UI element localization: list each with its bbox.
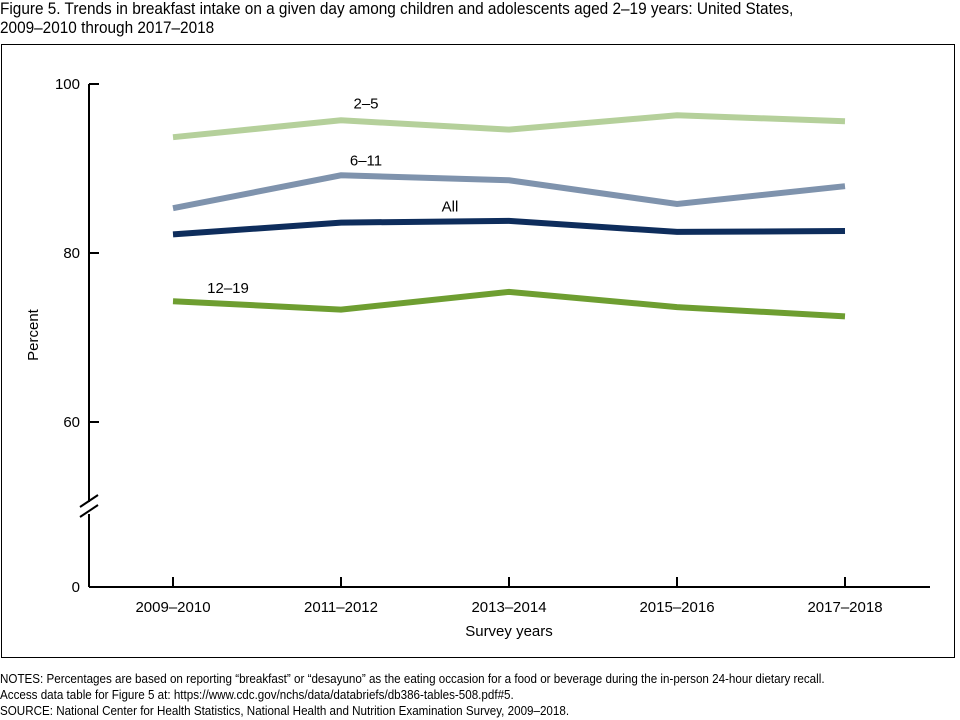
series-lines	[172, 112, 846, 320]
title-line-1: Figure 5. Trends in breakfast intake on …	[0, 0, 794, 18]
y-tick-label: 100	[55, 76, 80, 93]
series-label: 2–5	[353, 95, 378, 112]
data-table-link-line: Access data table for Figure 5 at: https…	[0, 688, 514, 702]
chart-frame	[1, 44, 955, 658]
series-label: 6–11	[350, 152, 382, 169]
x-tick-label: 2011–2012	[304, 599, 378, 616]
y-tick-label: 80	[63, 245, 80, 262]
notes-line: NOTES: Percentages are based on reportin…	[0, 672, 825, 686]
x-tick-label: 2017–2018	[807, 599, 882, 616]
x-tick-label: 2009–2010	[135, 599, 210, 616]
notes: NOTES: Percentages are based on reportin…	[0, 671, 825, 719]
series-line-All	[172, 217, 846, 238]
series-line-2–5	[172, 112, 846, 141]
axes: 0 60 80 100 2009–2010 2011–2012 2013–2014 2015–…	[55, 76, 930, 616]
series-label: 12–19	[207, 280, 249, 297]
y-axis-label: Percent	[25, 308, 42, 361]
series-label: All	[442, 199, 459, 216]
series-line-6–11	[172, 172, 846, 212]
source-line: SOURCE: National Center for Health Stati…	[0, 704, 570, 718]
axis-break-icon	[79, 494, 99, 518]
x-tick-label: 2015–2016	[639, 599, 714, 616]
title-line-2: 2009–2010 through 2017–2018	[0, 19, 215, 37]
y-tick-label: 60	[63, 414, 80, 431]
series-labels: 2–5 6–11 All 12–19	[207, 95, 458, 297]
axis-break-mark	[79, 504, 99, 518]
series-line-12–19	[172, 288, 846, 320]
x-tick-label: 2013–2014	[471, 599, 546, 616]
x-axis-label: Survey years	[465, 623, 553, 640]
figure-title: Figure 5. Trends in breakfast intake on …	[0, 0, 893, 38]
y-tick-label: 0	[72, 579, 80, 596]
axis-break-gap	[83, 502, 95, 514]
axis-break-mark	[79, 494, 99, 508]
